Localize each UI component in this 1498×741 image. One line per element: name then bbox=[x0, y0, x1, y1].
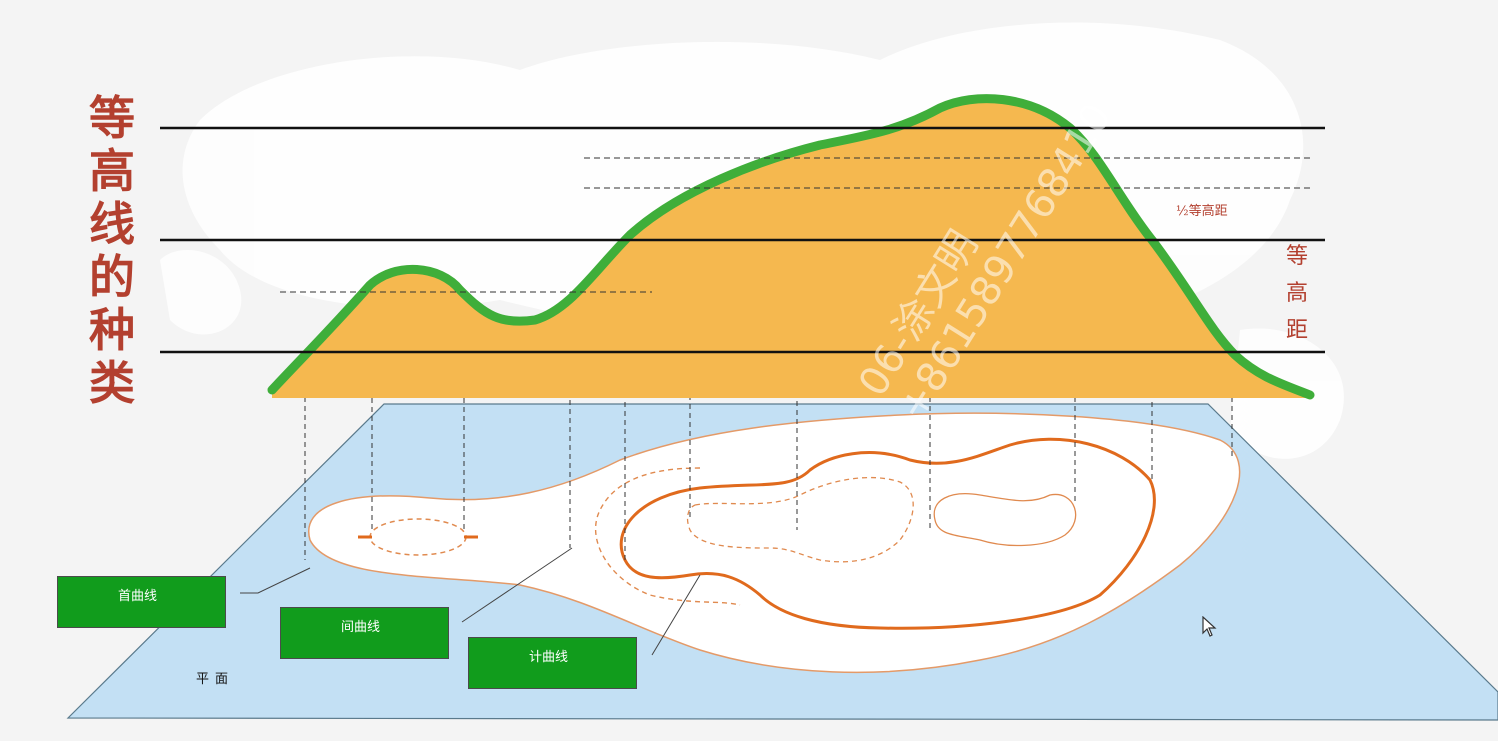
title-char: 高 bbox=[89, 144, 135, 198]
half-interval-label: ½等高距 bbox=[1176, 204, 1228, 219]
index-contour-box-label: 首曲线 bbox=[118, 589, 158, 604]
title-char: 等 bbox=[89, 91, 135, 145]
contour-levels bbox=[160, 126, 1325, 354]
intermediate-contour-box[interactable]: 间曲线 bbox=[280, 607, 449, 659]
title-char: 类 bbox=[89, 356, 135, 410]
intermediate-contour-inner bbox=[686, 476, 914, 563]
interval-char: 高 bbox=[1285, 281, 1308, 306]
summit-contour bbox=[933, 493, 1077, 547]
title-char: 种 bbox=[89, 303, 135, 357]
half-interval-lines bbox=[280, 157, 1312, 293]
supplementary-contour-box-label: 计曲线 bbox=[529, 650, 569, 665]
supplementary-contour-box[interactable]: 计曲线 bbox=[468, 637, 637, 689]
index-contour-box[interactable]: 首曲线 bbox=[57, 576, 226, 628]
intermediate-contour-outer bbox=[595, 467, 741, 606]
title-char: 线 bbox=[89, 197, 135, 251]
interval-char: 距 bbox=[1285, 318, 1308, 343]
leader-lines bbox=[240, 547, 701, 656]
outer-contour bbox=[308, 412, 1241, 674]
interval-char: 等 bbox=[1285, 244, 1308, 269]
intermediate-contour-box-label: 间曲线 bbox=[341, 620, 381, 635]
page-title: 等 高 线 的 种 类 bbox=[82, 92, 142, 410]
title-char: 的 bbox=[89, 250, 135, 304]
mouse-cursor-icon bbox=[1202, 616, 1217, 637]
mountain-outline bbox=[267, 94, 1315, 400]
index-contour bbox=[619, 437, 1156, 630]
contour-interval-label: 等 高 距 bbox=[1280, 238, 1314, 349]
plane-label: 平面 bbox=[196, 672, 235, 687]
